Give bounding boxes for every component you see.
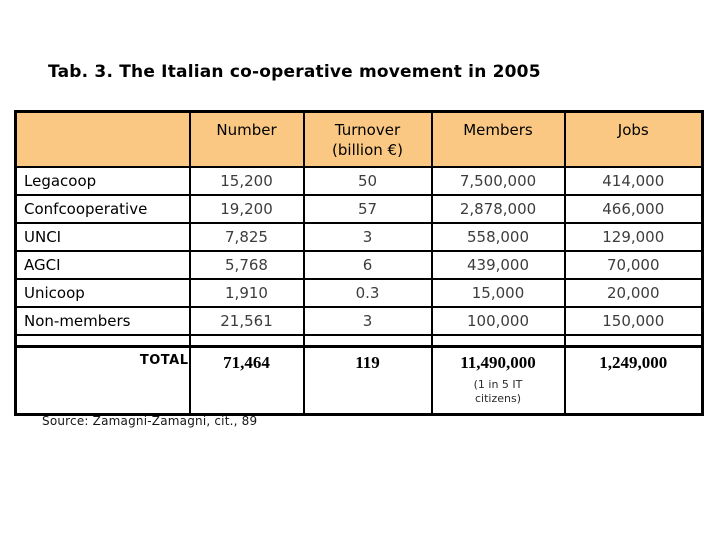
cell-value: 3 [302, 222, 433, 252]
spacer-row [14, 334, 704, 348]
column-header-jobs: Jobs [563, 110, 704, 168]
total-value-turnover: 119 [302, 345, 433, 416]
spacer-cell [14, 334, 191, 348]
total-row: TOTAL 71,464 119 11,490,000 (1 in 5 IT c… [14, 345, 704, 416]
source-note: Source: Zamagni-Zamagni, cit., 89 [42, 414, 258, 428]
cell-value: 7,500,000 [430, 166, 566, 196]
cell-value: 558,000 [430, 222, 566, 252]
row-label: Non-members [14, 306, 191, 336]
cell-value: 150,000 [563, 306, 704, 336]
cell-value: 100,000 [430, 306, 566, 336]
spacer-cell [563, 334, 704, 348]
total-value-jobs: 1,249,000 [563, 345, 704, 416]
total-value-number: 71,464 [188, 345, 305, 416]
table-row-unci: UNCI 7,825 3 558,000 129,000 [14, 222, 704, 252]
cell-value: 129,000 [563, 222, 704, 252]
cell-value: 414,000 [563, 166, 704, 196]
cell-value: 466,000 [563, 194, 704, 224]
row-label: Unicoop [14, 278, 191, 308]
spacer-cell [188, 334, 305, 348]
cell-value: 7,825 [188, 222, 305, 252]
table-row-agci: AGCI 5,768 6 439,000 70,000 [14, 250, 704, 280]
cell-value: 1,910 [188, 278, 305, 308]
cell-value: 5,768 [188, 250, 305, 280]
total-label: TOTAL [14, 345, 191, 416]
spacer-cell [302, 334, 433, 348]
column-header-turnover: Turnover (billion €) [302, 110, 433, 168]
cell-value: 0.3 [302, 278, 433, 308]
table-row-legacoop: Legacoop 15,200 50 7,500,000 414,000 [14, 166, 704, 196]
column-header-number: Number [188, 110, 305, 168]
cell-value: 70,000 [563, 250, 704, 280]
row-label: Legacoop [14, 166, 191, 196]
cell-value: 50 [302, 166, 433, 196]
cell-value: 439,000 [430, 250, 566, 280]
column-header-blank [14, 110, 191, 168]
members-note: (1 in 5 IT citizens) [473, 378, 523, 405]
total-value-members: 11,490,000 (1 in 5 IT citizens) [430, 345, 566, 416]
row-label: Confcooperative [14, 194, 191, 224]
cell-value: 21,561 [188, 306, 305, 336]
header-row: Number Turnover (billion €) Members Jobs [14, 110, 704, 168]
column-header-members: Members [430, 110, 566, 168]
cell-value: 3 [302, 306, 433, 336]
cell-value: 15,200 [188, 166, 305, 196]
cell-value: 2,878,000 [430, 194, 566, 224]
table-row-unicoop: Unicoop 1,910 0.3 15,000 20,000 [14, 278, 704, 308]
row-label: AGCI [14, 250, 191, 280]
spacer-cell [430, 334, 566, 348]
table-row-confcooperative: Confcooperative 19,200 57 2,878,000 466,… [14, 194, 704, 224]
row-label: UNCI [14, 222, 191, 252]
data-table: Number Turnover (billion €) Members Jobs… [14, 110, 704, 416]
cell-value: 15,000 [430, 278, 566, 308]
cell-value: 19,200 [188, 194, 305, 224]
total-members-figure: 11,490,000 [460, 353, 536, 372]
cell-value: 6 [302, 250, 433, 280]
page-title: Tab. 3. The Italian co-operative movemen… [48, 62, 541, 82]
cell-value: 20,000 [563, 278, 704, 308]
table-row-non-members: Non-members 21,561 3 100,000 150,000 [14, 306, 704, 336]
cell-value: 57 [302, 194, 433, 224]
